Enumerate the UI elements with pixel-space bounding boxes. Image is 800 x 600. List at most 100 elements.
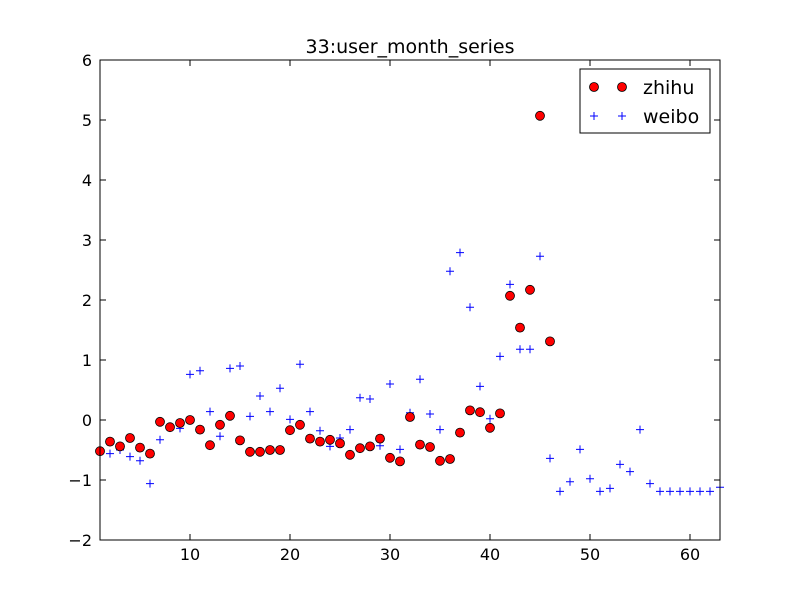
zhihu-point (355, 443, 365, 454)
x-tick-label: 20 (280, 545, 300, 564)
legend-label-zhihu: zhihu (643, 77, 694, 99)
zhihu-point (535, 110, 545, 121)
weibo-point (156, 435, 164, 444)
weibo-point (666, 487, 674, 496)
weibo-point (146, 479, 154, 488)
y-tick-label: 1 (82, 351, 92, 370)
zhihu-point (515, 322, 525, 333)
weibo-point (466, 303, 474, 312)
zhihu-point (255, 446, 265, 457)
weibo-point (446, 267, 454, 276)
zhihu-point (225, 410, 235, 421)
x-tick-label: 10 (180, 545, 200, 564)
weibo-point (236, 362, 244, 370)
weibo-point (226, 364, 234, 373)
y-tick-label: 2 (82, 291, 92, 310)
zhihu-point (275, 445, 285, 455)
weibo-point (316, 426, 324, 435)
legend-label-weibo: weibo (643, 106, 699, 128)
weibo-point (546, 454, 554, 463)
weibo-point (576, 445, 584, 454)
weibo-point (686, 487, 694, 496)
weibo-point (266, 407, 274, 416)
weibo-point (616, 460, 624, 469)
zhihu-point (195, 424, 205, 435)
legend-marker-zhihu (589, 82, 599, 92)
chart-title: 33:user_month_series (306, 36, 515, 58)
weibo-point (216, 432, 224, 441)
weibo-point (426, 410, 434, 418)
zhihu-point (525, 284, 535, 295)
zhihu-point (135, 442, 145, 453)
weibo-point (506, 280, 514, 289)
zhihu-point (315, 436, 325, 447)
zhihu-point (155, 416, 165, 427)
zhihu-point (455, 427, 465, 438)
zhihu-point (425, 442, 435, 452)
legend-entry-zhihu: zhihu (589, 77, 694, 99)
zhihu-point (165, 422, 175, 433)
zhihu-point (365, 441, 375, 452)
zhihu-point (465, 405, 475, 416)
weibo-point (286, 415, 294, 424)
weibo-point (386, 380, 394, 388)
weibo-point (566, 477, 574, 486)
weibo-point (306, 407, 314, 416)
weibo-point (106, 449, 114, 458)
weibo-point (606, 484, 614, 493)
legend-marker-weibo (590, 112, 598, 120)
zhihu-point (395, 456, 405, 467)
zhihu-point (495, 408, 505, 419)
zhihu-point (295, 419, 305, 430)
zhihu-point (265, 445, 275, 455)
x-tick-label: 40 (480, 545, 500, 564)
zhihu-point (205, 440, 215, 451)
zhihu-point (115, 441, 125, 452)
legend-box (579, 68, 711, 134)
zhihu-point (245, 446, 255, 457)
weibo-point (256, 392, 264, 400)
zhihu-point (485, 422, 495, 433)
weibo-point (656, 487, 664, 496)
x-tick-label: 60 (680, 545, 700, 564)
weibo-point (536, 252, 544, 261)
weibo-point (676, 487, 684, 496)
zhihu-point (375, 433, 385, 444)
weibo-point (346, 425, 354, 434)
plot-area (100, 60, 720, 540)
axis-tick-labels: 10 20 30 40 50 60 −2 −1 0 1 2 3 4 5 6 (68, 51, 700, 564)
y-tick-label: 5 (82, 111, 92, 130)
zhihu-point (235, 435, 245, 446)
weibo-point (186, 370, 194, 379)
zhihu-point (215, 419, 225, 430)
zhihu-point (445, 454, 455, 464)
weibo-point (646, 479, 654, 488)
weibo-point (436, 425, 444, 434)
zhihu-point (325, 434, 335, 445)
zhihu-point (175, 418, 185, 428)
x-tick-label: 30 (380, 545, 400, 564)
y-tick-label: −2 (68, 531, 92, 550)
weibo-point (516, 345, 524, 354)
weibo-point (276, 384, 284, 393)
y-tick-label: 3 (82, 231, 92, 250)
weibo-point (486, 414, 494, 423)
legend-marker-weibo (618, 112, 626, 120)
zhihu-point (335, 438, 345, 449)
zhihu-point (405, 412, 415, 422)
weibo-point (126, 452, 134, 461)
zhihu-point (345, 449, 355, 460)
legend-marker-zhihu (617, 82, 627, 92)
y-tick-label: 0 (82, 411, 92, 430)
y-tick-label: −1 (68, 471, 92, 490)
zhihu-point (185, 415, 195, 425)
legend: zhihu weibo (579, 68, 711, 134)
zhihu-point (285, 425, 295, 436)
weibo-point (196, 366, 204, 375)
zhihu-point (545, 336, 555, 347)
weibo-point (396, 445, 404, 454)
weibo-point (706, 487, 714, 496)
legend-entry-weibo: weibo (590, 106, 699, 128)
weibo-point (136, 456, 144, 465)
